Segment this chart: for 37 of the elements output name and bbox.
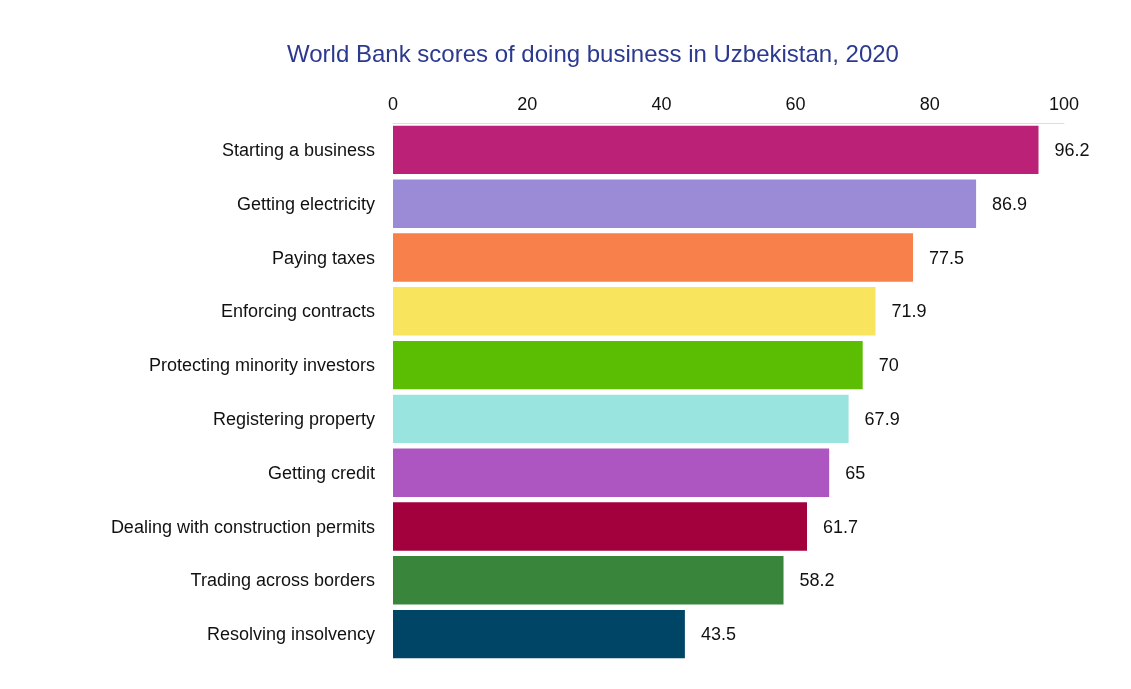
bar <box>393 125 1039 175</box>
y-tick-label: Protecting minority investors <box>148 355 375 376</box>
data-label: 86.9 <box>992 193 1028 214</box>
bar <box>393 448 830 497</box>
bar <box>393 556 784 605</box>
data-label: 43.5 <box>700 624 736 645</box>
data-label: 65 <box>845 462 866 483</box>
data-label: 77.5 <box>929 247 965 268</box>
y-tick-label: Paying taxes <box>271 247 375 268</box>
x-tick-label: 0 <box>387 94 399 114</box>
y-tick-label: Trading across borders <box>190 570 375 591</box>
x-tick-label: 40 <box>651 94 672 114</box>
data-label: 67.9 <box>864 408 900 429</box>
bar <box>393 394 849 444</box>
bar <box>393 340 863 390</box>
bar <box>393 609 685 659</box>
x-tick-label: 20 <box>517 94 538 114</box>
data-label: 71.9 <box>891 301 927 322</box>
bar <box>393 179 977 228</box>
chart-title: World Bank scores of doing business in Uzbekistan, 2020 <box>287 39 899 67</box>
bar <box>393 287 876 336</box>
data-label: 96.2 <box>1054 139 1090 160</box>
bar <box>393 233 914 282</box>
x-tick-label: 100 <box>1048 94 1080 114</box>
bar <box>393 502 808 551</box>
y-tick-label: Registering property <box>212 408 375 429</box>
y-tick-label: Resolving insolvency <box>206 624 375 645</box>
data-label: 58.2 <box>799 570 835 591</box>
x-tick-label: 80 <box>919 94 940 114</box>
y-tick-label: Getting credit <box>267 462 375 483</box>
y-tick-label: Dealing with construction permits <box>110 516 375 537</box>
data-label: 61.7 <box>823 516 859 537</box>
y-tick-label: Getting electricity <box>236 193 375 214</box>
data-label: 70 <box>878 355 899 376</box>
y-tick-label: Starting a business <box>221 139 375 160</box>
x-tick-label: 60 <box>785 94 806 114</box>
y-tick-label: Enforcing contracts <box>220 301 375 322</box>
